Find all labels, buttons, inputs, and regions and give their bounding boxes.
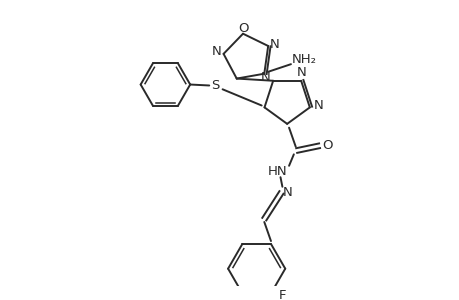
- Text: HN: HN: [267, 165, 287, 178]
- Text: N: N: [269, 38, 279, 51]
- Text: N: N: [283, 186, 292, 199]
- Text: N: N: [212, 45, 221, 58]
- Text: N: N: [260, 71, 270, 84]
- Text: O: O: [321, 139, 332, 152]
- Text: N: N: [296, 66, 305, 79]
- Text: O: O: [238, 22, 249, 35]
- Text: S: S: [210, 79, 218, 92]
- Text: F: F: [278, 289, 285, 300]
- Text: N: N: [313, 99, 323, 112]
- Text: NH₂: NH₂: [291, 53, 316, 66]
